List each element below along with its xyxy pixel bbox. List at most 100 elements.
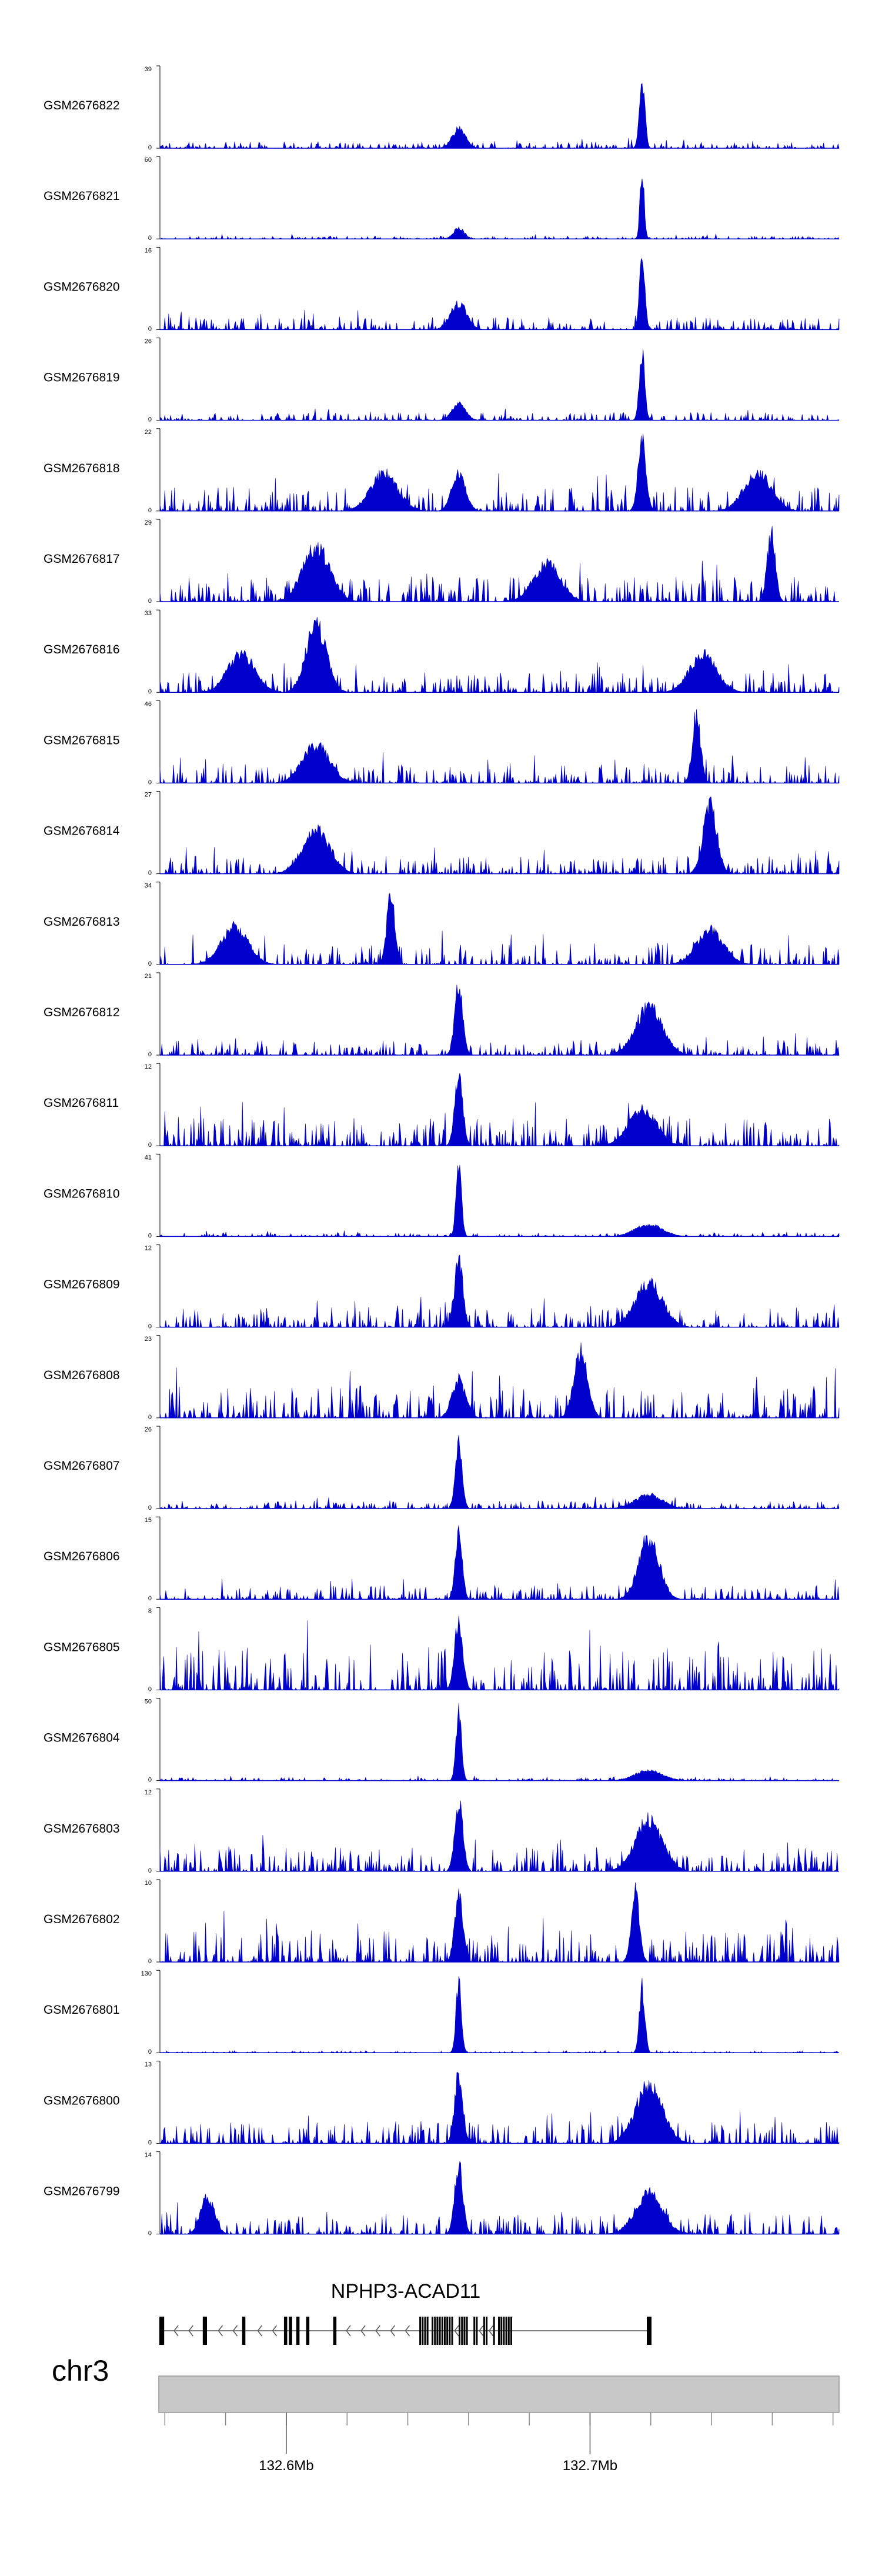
chromosome-band [158,2375,840,2413]
track-label: GSM2676804 [44,1731,120,1745]
track-signal [159,985,840,1056]
track-signal [159,617,840,693]
track-label: GSM2676822 [44,99,120,112]
gene-exon [463,2317,466,2345]
track-GSM2676800: GSM2676800 13 0 [44,2060,840,2146]
track-ymax-label: 46 [145,700,152,708]
strand-arrow [173,2325,179,2337]
gene-exon [306,2317,308,2345]
gene-exon [205,2317,208,2345]
chromosome-label: chr3 [52,2354,109,2387]
track-label: GSM2676803 [44,1822,120,1836]
track-GSM2676813: GSM2676813 34 0 [44,882,840,967]
track-signal [159,349,840,421]
track-ymax-label: 10 [145,1880,152,1887]
track-ymax-label: 27 [145,792,152,799]
track-ymax-label: 8 [148,1607,152,1614]
track-ymin-label: 0 [148,507,152,514]
track-ymin-label: 0 [148,598,152,605]
track-GSM2676801: GSM2676801 130 0 [44,1970,839,2056]
gene-exon [503,2317,505,2345]
track-ymin-label: 0 [148,870,152,877]
gene-exon [426,2317,429,2345]
chromosome-ideogram-track: chr3 132.6Mb 132.7Mb [52,2354,840,2474]
track-signal [159,893,840,965]
gene-exon [419,2317,422,2345]
track-GSM2676803: GSM2676803 12 0 [44,1788,839,1874]
track-ymax-label: 50 [145,1699,152,1706]
track-signal [159,1254,840,1328]
strand-arrow [272,2325,278,2337]
gene-exon [290,2317,292,2345]
track-GSM2676805: GSM2676805 8 0 [44,1607,840,1693]
gene-exon [285,2317,288,2345]
track-signal [159,1703,840,1781]
gene-exon [446,2317,449,2345]
track-GSM2676808: GSM2676808 23 0 [44,1335,840,1421]
track-ymin-label: 0 [148,1958,152,1965]
gene-exon [483,2317,485,2345]
track-ymax-label: 39 [145,66,152,73]
track-ymin-label: 0 [148,688,152,695]
track-GSM2676809: GSM2676809 12 0 [44,1244,840,1330]
track-ymin-label: 0 [148,779,152,786]
track-label: GSM2676809 [44,1278,120,1292]
track-label: GSM2676818 [44,462,120,475]
track-signal [159,1342,840,1419]
track-GSM2676820: GSM2676820 16 0 [44,246,840,332]
track-signal [159,1615,840,1691]
track-ymin-label: 0 [148,2139,152,2146]
track-ymax-label: 12 [145,1063,152,1070]
track-label: GSM2676801 [44,2003,120,2017]
gene-exon [424,2317,426,2345]
track-ymax-label: 12 [145,1245,152,1252]
gene-exon [439,2317,441,2345]
track-label: GSM2676808 [44,1369,120,1382]
track-signal [159,526,839,603]
gene-exon [159,2317,164,2345]
strand-arrow [232,2325,238,2337]
track-GSM2676822: GSM2676822 39 0 [44,65,840,151]
track-label: GSM2676813 [44,915,120,929]
gene-exon [242,2317,244,2345]
track-GSM2676814: GSM2676814 27 0 [44,791,840,877]
axis-tick-label: 132.7Mb [563,2458,617,2474]
track-ymin-label: 0 [148,325,152,332]
gene-exon [333,2317,335,2345]
track-label: GSM2676807 [44,1459,120,1473]
gene-exon [498,2317,500,2345]
track-label: GSM2676806 [44,1550,120,1563]
track-signal [159,1164,840,1237]
gene-exon [243,2317,246,2345]
track-label: GSM2676805 [44,1640,120,1654]
track-ymax-label: 22 [145,429,152,436]
gene-name-label: NPHP3-ACAD11 [331,2280,480,2303]
track-ymin-label: 0 [148,1414,152,1421]
track-ymax-label: 16 [145,247,152,254]
track-GSM2676818: GSM2676818 22 0 [44,428,840,514]
track-ymax-label: 21 [145,973,152,980]
gene-exon [510,2317,512,2345]
track-signal [159,83,840,149]
track-ymin-label: 0 [148,235,152,242]
track-ymin-label: 0 [148,144,152,151]
track-GSM2676799: GSM2676799 14 0 [44,2151,840,2237]
strand-arrow [405,2325,410,2337]
gene-exon [289,2317,291,2345]
track-ymin-label: 0 [148,1504,152,1511]
gene-exon [507,2317,510,2345]
track-ymax-label: 13 [145,2061,152,2068]
track-ymax-label: 26 [145,338,152,345]
track-GSM2676816: GSM2676816 33 0 [44,609,840,695]
track-GSM2676815: GSM2676815 46 0 [44,700,840,786]
track-label: GSM2676816 [44,643,120,656]
track-GSM2676817: GSM2676817 29 0 [44,519,839,605]
track-ymax-label: 34 [145,882,152,889]
gene-exon [449,2317,451,2345]
track-ymin-label: 0 [148,1323,152,1330]
track-ymin-label: 0 [148,2048,152,2056]
gene-exon [436,2317,439,2345]
track-ymax-label: 12 [145,1789,152,1796]
track-GSM2676810: GSM2676810 41 0 [44,1153,840,1239]
